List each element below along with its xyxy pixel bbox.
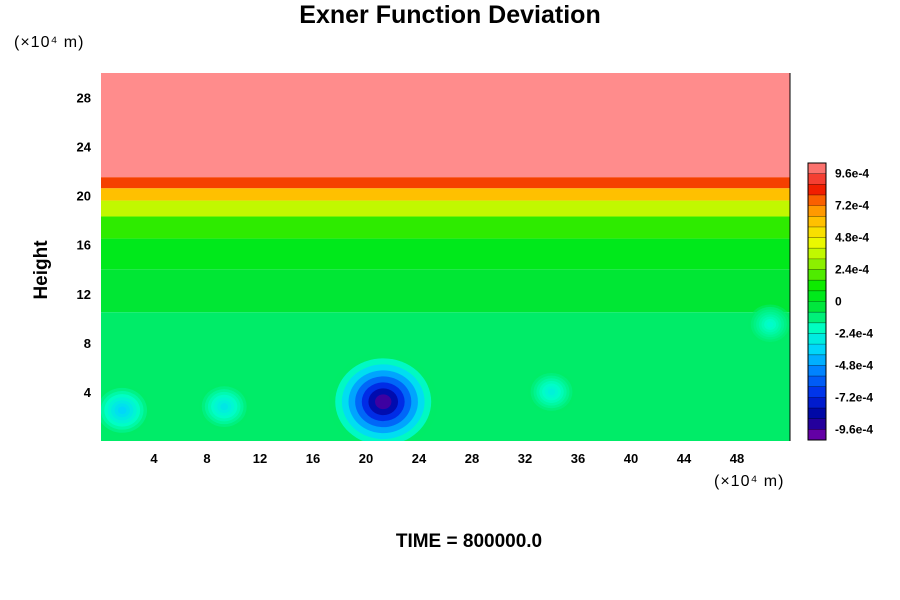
x-tick-label: 48 xyxy=(730,451,744,466)
anomaly-0 xyxy=(328,352,438,441)
colorbar-band xyxy=(808,237,826,249)
x-tick-label: 8 xyxy=(203,451,210,466)
x-tick-label: 44 xyxy=(677,451,692,466)
colorbar-band xyxy=(808,312,826,324)
y-tick-label: 12 xyxy=(77,287,91,302)
colorbar-tick-label: 0 xyxy=(835,295,842,309)
colorbar-tick-label: 2.4e-4 xyxy=(835,263,869,277)
colorbar-band xyxy=(808,418,826,430)
colorbar-band xyxy=(808,333,826,345)
colorbar-band xyxy=(808,344,826,356)
field-layer-3 xyxy=(101,200,790,217)
x-axis: 4 8 12 16 20 24 28 32 36 40 44 48 xyxy=(150,451,744,466)
y-tick-label: 24 xyxy=(77,140,92,155)
colorbar-band xyxy=(808,397,826,409)
colorbar-band xyxy=(808,248,826,260)
colorbar-frame xyxy=(807,162,827,441)
field-layer-4 xyxy=(101,216,790,239)
chart-title: Exner Function Deviation xyxy=(299,1,601,29)
x-tick-label: 36 xyxy=(571,451,585,466)
field-layer-6 xyxy=(101,269,790,313)
x-tick-label: 4 xyxy=(150,451,158,466)
colorbar-tick-label: 9.6e-4 xyxy=(835,167,869,181)
anomaly-2 xyxy=(198,383,250,430)
field-layer-7 xyxy=(101,312,790,441)
x-tick-label: 12 xyxy=(253,451,267,466)
y-tick-label: 20 xyxy=(77,189,91,204)
colorbar-tick-label: -4.8e-4 xyxy=(835,358,873,372)
colorbar-band xyxy=(808,376,826,388)
field-layer-1 xyxy=(101,177,790,189)
colorbar-tick-label: 7.2e-4 xyxy=(835,199,869,213)
x-tick-label: 32 xyxy=(518,451,532,466)
y-unit-label: (×10⁴ m) xyxy=(14,34,85,51)
colorbar-band xyxy=(808,301,826,313)
time-label: TIME = 800000.0 xyxy=(395,531,543,552)
colorbar-band xyxy=(808,429,826,441)
colorbar: 9.6e-4 7.2e-4 4.8e-4 2.4e-4 0 -2.4e-4 -4.8e-4 -… xyxy=(807,162,873,441)
field-layer-5 xyxy=(101,238,790,270)
colorbar-band xyxy=(808,163,826,175)
colorbar-band xyxy=(808,194,826,207)
field-layer-0 xyxy=(101,73,790,178)
anomaly-3 xyxy=(527,370,576,414)
colorbar-band xyxy=(808,365,826,377)
colorbar-band xyxy=(808,269,826,281)
colorbar-band xyxy=(808,205,826,217)
colorbar-band xyxy=(808,184,826,196)
y-tick-label: 16 xyxy=(77,238,91,253)
colorbar-band xyxy=(808,386,826,398)
anomaly-4 xyxy=(748,304,790,345)
colorbar-band xyxy=(808,258,826,271)
colorbar-band xyxy=(808,226,826,239)
colorbar-tick-label: -7.2e-4 xyxy=(835,390,873,404)
y-tick-label: 4 xyxy=(84,385,92,400)
y-tick-label: 8 xyxy=(84,336,91,351)
colorbar-band xyxy=(808,173,826,185)
colorbar-tick-label: 4.8e-4 xyxy=(835,231,869,245)
x-tick-label: 28 xyxy=(465,451,479,466)
colorbar-band xyxy=(808,408,826,420)
colorbar-band xyxy=(808,280,826,292)
field-layer-2 xyxy=(101,188,790,201)
anomaly-1 xyxy=(101,384,151,436)
colorbar-tick-label: -9.6e-4 xyxy=(835,422,873,436)
y-axis: 4 8 12 16 20 24 28 xyxy=(77,91,92,400)
colorbar-band xyxy=(808,354,826,366)
colorbar-tick-label: -2.4e-4 xyxy=(835,326,873,340)
colorbar-band xyxy=(808,322,826,334)
x-unit-label: (×10⁴ m) xyxy=(714,473,785,490)
colorbar-band xyxy=(808,216,826,228)
x-tick-label: 40 xyxy=(624,451,638,466)
x-tick-label: 20 xyxy=(359,451,373,466)
colorbar-band xyxy=(808,290,826,302)
plot-area xyxy=(101,73,790,441)
x-tick-label: 16 xyxy=(306,451,320,466)
y-tick-label: 28 xyxy=(77,91,91,106)
x-tick-label: 24 xyxy=(412,451,427,466)
